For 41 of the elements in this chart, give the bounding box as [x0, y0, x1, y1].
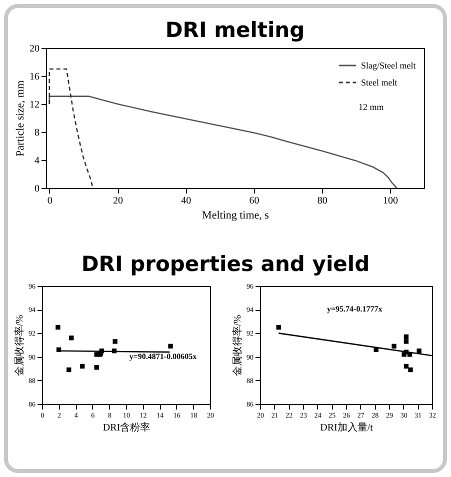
point: [404, 339, 409, 344]
point: [168, 344, 173, 349]
x-tick-label: 40: [181, 196, 192, 206]
legend-label: Slag/Steel melt: [361, 60, 416, 70]
annotation: 12 mm: [358, 102, 384, 112]
line-series: [48, 68, 94, 189]
annotation: y=90.4871-0.00605x: [129, 352, 197, 361]
point: [404, 364, 409, 369]
point: [80, 364, 85, 369]
x-tick-label: 100: [382, 196, 398, 206]
point: [408, 367, 413, 372]
legend-label: Steel melt: [361, 78, 398, 88]
point: [112, 339, 118, 344]
point: [94, 365, 99, 370]
y-tick-label: 8: [34, 128, 40, 138]
x-tick-label: 60: [249, 196, 260, 206]
x-tick-label: 20: [113, 196, 124, 206]
y-tick-label: 0: [34, 184, 40, 194]
x-axis-title: Melting time, s: [202, 210, 269, 222]
chart-title: DRI properties and yield: [80, 252, 371, 276]
y-tick-label: 20: [30, 44, 40, 54]
x-tick-label: 0: [47, 196, 52, 206]
chart-title: DRI melting: [165, 18, 305, 42]
point: [66, 367, 72, 372]
point: [56, 324, 60, 330]
y-axis-title: 金属收得率/%: [14, 314, 26, 376]
point: [276, 324, 281, 330]
x-tick-label: 80: [317, 196, 328, 206]
y-tick-label: 12: [30, 100, 40, 110]
y-axis-title: Particle size, mm: [14, 80, 26, 157]
y-tick-label: 16: [30, 72, 40, 82]
line-series: [48, 96, 398, 189]
point: [416, 348, 422, 354]
y-axis-title: 金属收得率/%: [232, 314, 244, 376]
x-axis-title: DRI含粉率: [102, 422, 150, 434]
point: [392, 344, 396, 349]
annotation: y=95.74-0.1777x: [326, 304, 382, 314]
point: [69, 336, 74, 340]
point: [404, 334, 409, 340]
y-tick-label: 4: [34, 156, 40, 166]
x-axis-title: DRI加入量/t: [320, 422, 374, 434]
